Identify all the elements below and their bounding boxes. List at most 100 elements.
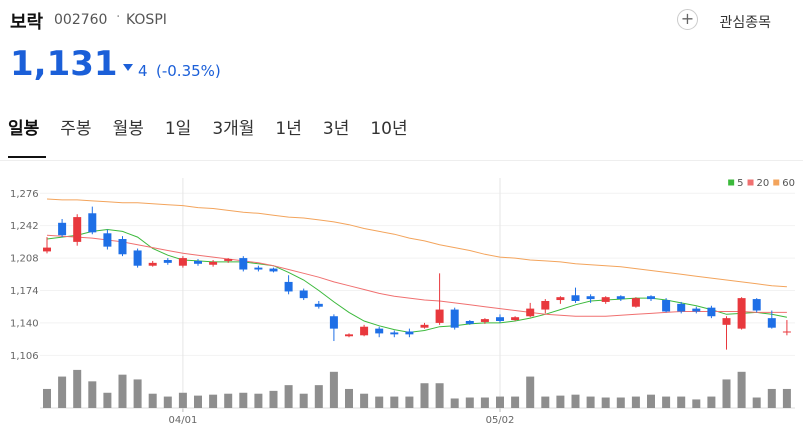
candle-body <box>360 326 369 336</box>
candle-body <box>224 259 233 261</box>
candle-body <box>435 309 444 323</box>
volume-bar <box>163 396 172 408</box>
ma-line <box>46 228 787 333</box>
separator: · <box>116 9 121 25</box>
candle-body <box>133 250 142 266</box>
candle-body <box>496 317 504 322</box>
volume-bar <box>782 388 791 408</box>
legend-swatch <box>728 179 735 186</box>
volume-bar <box>662 396 671 408</box>
volume-bar <box>737 371 746 408</box>
candle-body <box>405 331 414 335</box>
candle-body <box>269 268 278 272</box>
y-tick-label: 1,276 <box>10 189 39 200</box>
candle-body <box>722 318 731 325</box>
volume-bar <box>314 385 323 408</box>
volume-bar <box>269 390 278 408</box>
candle-body <box>465 321 474 324</box>
candle-body <box>480 319 489 322</box>
x-tick-label: 05/02 <box>486 415 515 426</box>
tabs: 일봉 주봉 월봉 1일 3개월 1년 3년 10년 <box>8 114 429 139</box>
candle-body <box>284 281 293 292</box>
candle-body <box>601 297 610 302</box>
candle-body <box>329 316 338 329</box>
tab[interactable]: 1년 <box>275 119 302 139</box>
tab[interactable]: 1일 <box>164 119 192 139</box>
candle-body <box>239 258 248 270</box>
candle-body <box>194 260 202 264</box>
y-tick-label: 1,208 <box>10 254 39 265</box>
volume-bar <box>178 392 187 408</box>
volume-bar <box>435 383 444 408</box>
volume-bar <box>148 393 157 408</box>
ma-line <box>46 234 787 317</box>
y-tick-label: 1,106 <box>10 351 39 362</box>
candle-body <box>662 300 671 312</box>
volume-bar <box>224 393 233 408</box>
volume-bar <box>677 396 686 408</box>
watch-icon[interactable]: + <box>677 9 698 30</box>
change-pct: (-0.35%) <box>156 62 221 80</box>
volume-bar <box>360 393 369 408</box>
candle-body <box>314 303 323 307</box>
volume-bar <box>133 379 142 408</box>
stock-code: 002760 <box>54 12 108 28</box>
candle-body <box>178 258 187 266</box>
volume-bar <box>194 395 202 408</box>
y-tick-label: 1,242 <box>10 221 39 232</box>
volume-bar <box>541 396 550 408</box>
candle-body <box>345 334 353 337</box>
candle-body <box>254 267 263 270</box>
candle-body <box>148 262 157 266</box>
volume-bar <box>480 397 489 408</box>
candle-body <box>375 328 384 334</box>
market: KOSPI <box>126 12 167 28</box>
price: 1,131 <box>10 44 118 84</box>
volume-bar <box>375 396 384 408</box>
candle-body <box>88 213 97 233</box>
tab[interactable]: 10년 <box>370 119 408 139</box>
tab[interactable]: 월봉 <box>112 119 144 139</box>
ma-line <box>46 198 787 288</box>
tab[interactable]: 3년 <box>322 119 350 139</box>
candle-body <box>73 217 82 242</box>
candle-body <box>58 222 67 236</box>
tab[interactable]: 일봉 <box>8 119 40 139</box>
candle-body <box>692 308 701 312</box>
candle-body <box>586 296 595 300</box>
watch-button[interactable]: 관심종목 <box>719 15 771 31</box>
candle-body <box>556 297 565 301</box>
candle-body <box>163 259 172 263</box>
volume-bar <box>631 396 640 408</box>
volume-bar <box>58 376 67 408</box>
candle-body <box>737 298 746 329</box>
volume-bar <box>118 374 127 408</box>
volume-bar <box>601 397 610 408</box>
volume-bar <box>390 396 399 408</box>
candle-body <box>103 233 112 247</box>
volume-bar <box>88 381 97 408</box>
change: 4 <box>138 62 148 80</box>
tab[interactable]: 주봉 <box>60 119 92 139</box>
tab[interactable]: 3개월 <box>212 119 255 139</box>
candle-body <box>209 261 218 265</box>
volume-bar <box>73 369 82 408</box>
volume-bar <box>526 376 535 408</box>
volume-bar <box>707 396 716 408</box>
legend-swatch <box>747 179 754 186</box>
volume-bar <box>586 396 595 408</box>
tab-underline <box>8 156 46 158</box>
volume-bar <box>571 394 580 408</box>
volume-bar <box>692 399 701 408</box>
volume-bar <box>43 388 51 408</box>
candle-body <box>511 317 520 321</box>
volume-bar <box>405 396 414 408</box>
volume-bar <box>239 392 248 408</box>
candle-body <box>450 309 459 328</box>
down-arrow <box>123 64 133 71</box>
volume-bar <box>284 385 293 408</box>
volume-bar <box>616 397 625 408</box>
chart: 1,276 1,242 1,208 1,174 1,140 1,106 04/01 05/02… <box>0 160 803 426</box>
volume-bar <box>511 396 520 408</box>
